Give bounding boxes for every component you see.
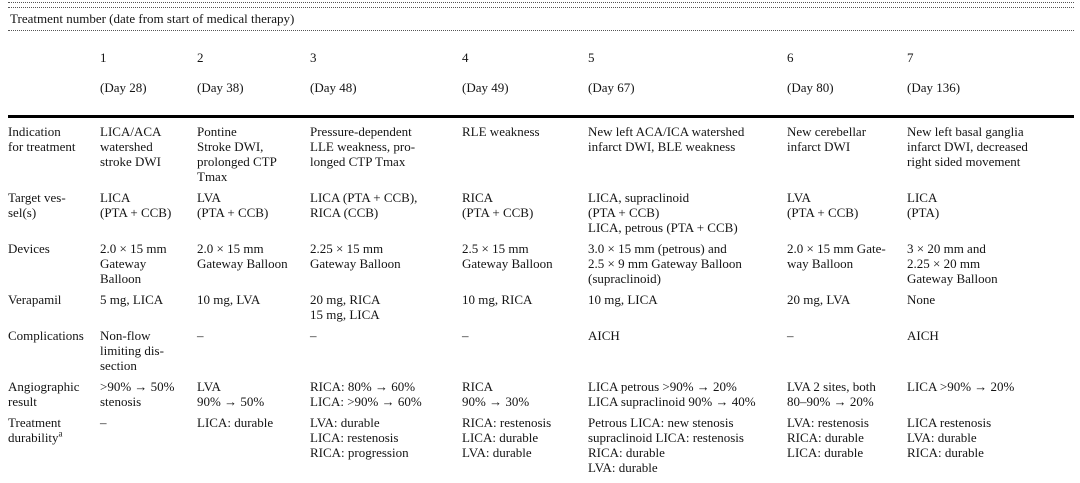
- table-cell: Petrous LICA: new stenosis supraclinoid …: [588, 415, 744, 475]
- table-spanner-header: Treatment number (date from start of med…: [8, 7, 1074, 31]
- table-cell: LVA: restenosis RICA: durable LICA: dura…: [787, 415, 869, 460]
- column-header: 6 (Day 80): [787, 31, 907, 115]
- table-cell: LVA 2 sites, both 80–90% → 20%: [787, 379, 876, 409]
- footnote-marker: a: [58, 428, 63, 439]
- table-cell: RICA: 80% → 60% LICA: >90% → 60%: [310, 379, 422, 409]
- table-cell: Pressure-dependent LLE weakness, pro- lo…: [310, 124, 416, 169]
- table-cell: LVA: durable LICA: restenosis RICA: prog…: [310, 415, 409, 460]
- table-cell: 2.0 × 15 mm Gateway Balloon: [197, 241, 288, 271]
- row-label: Complications: [8, 328, 84, 343]
- column-header: 3 (Day 48): [310, 31, 462, 115]
- table-row-indication: Indication for treatment LICA/ACA waters…: [8, 118, 1074, 184]
- table-cell: LICA restenosis LVA: durable RICA: durab…: [907, 415, 992, 460]
- row-label: Devices: [8, 241, 50, 256]
- table-cell: 10 mg, LICA: [588, 292, 658, 307]
- table-cell: LICA petrous >90% → 20% LICA supraclinoi…: [588, 379, 756, 409]
- row-label: Treatment durabilitya: [8, 409, 100, 475]
- treatment-number: 7: [907, 50, 914, 65]
- table-cell: LICA (PTA + CCB), RICA (CCB): [310, 190, 418, 220]
- table-row-target-vessels: Target ves- sel(s) LICA (PTA + CCB) LVA …: [8, 184, 1074, 235]
- treatment-number: 5: [588, 50, 595, 65]
- table-cell: 2.25 × 15 mm Gateway Balloon: [310, 241, 401, 271]
- row-label-header: [8, 31, 100, 115]
- table-cell: RICA: restenosis LICA: durable LVA: dura…: [462, 415, 552, 460]
- table-cell: RICA 90% → 30%: [462, 379, 530, 409]
- table-cell: –: [100, 415, 107, 430]
- table-cell: New left basal ganglia infarct DWI, decr…: [907, 124, 1028, 169]
- table-cell: LICA: durable: [197, 415, 274, 430]
- table-row-complications: Complications Non-flow limiting dis- sec…: [8, 322, 1074, 373]
- table-cell: LVA (PTA + CCB): [787, 190, 859, 220]
- table-cell: AICH: [588, 328, 620, 343]
- table-cell: 2.0 × 15 mm Gateway Balloon: [100, 241, 167, 286]
- table-cell: LVA (PTA + CCB): [197, 190, 269, 220]
- table-cell: –: [462, 328, 469, 343]
- table-cell: 5 mg, LICA: [100, 292, 164, 307]
- row-label: Target ves- sel(s): [8, 190, 66, 220]
- table-row-verapamil: Verapamil 5 mg, LICA 10 mg, LVA 20 mg, R…: [8, 286, 1074, 322]
- column-header: 7 (Day 136): [907, 31, 1067, 115]
- table-cell: 10 mg, LVA: [197, 292, 261, 307]
- table-cell: 20 mg, RICA 15 mg, LICA: [310, 292, 381, 322]
- table-cell: None: [907, 292, 936, 307]
- table-cell: Non-flow limiting dis- section: [100, 328, 164, 373]
- table-cell: New cerebellar infarct DWI: [787, 124, 867, 154]
- column-header: 5 (Day 67): [588, 31, 787, 115]
- table-cell: LICA/ACA watershed stroke DWI: [100, 124, 162, 169]
- cropped-top-rule: [8, 2, 1074, 7]
- table-cell: LICA >90% → 20%: [907, 379, 1015, 394]
- table-cell: 10 mg, RICA: [462, 292, 533, 307]
- table-cell: LICA (PTA + CCB): [100, 190, 172, 220]
- table-cell: LICA (PTA): [907, 190, 940, 220]
- treatment-day: (Day 136): [907, 80, 961, 95]
- row-label: Indication for treatment: [8, 124, 76, 154]
- column-header: 1 (Day 28): [100, 31, 197, 115]
- treatment-number: 2: [197, 50, 204, 65]
- table-row-devices: Devices 2.0 × 15 mm Gateway Balloon 2.0 …: [8, 235, 1074, 286]
- treatment-day: (Day 28): [100, 80, 147, 95]
- table-cell: –: [197, 328, 204, 343]
- treatment-number: 4: [462, 50, 469, 65]
- table-cell: RICA (PTA + CCB): [462, 190, 534, 220]
- table-cell: –: [310, 328, 317, 343]
- row-label-text: Treatment durability: [8, 415, 61, 445]
- row-label: Verapamil: [8, 292, 62, 307]
- column-header: 4 (Day 49): [462, 31, 588, 115]
- table-header-row: 1 (Day 28) 2 (Day 38) 3 (Day 48) 4 (Day …: [8, 31, 1074, 118]
- treatment-number: 3: [310, 50, 317, 65]
- table-cell: 2.0 × 15 mm Gate- way Balloon: [787, 241, 886, 271]
- table-cell: LVA 90% → 50%: [197, 379, 265, 409]
- table-cell: >90% → 50% stenosis: [100, 379, 175, 409]
- table-cell: 2.5 × 15 mm Gateway Balloon: [462, 241, 553, 271]
- treatment-number: 1: [100, 50, 107, 65]
- treatment-day: (Day 67): [588, 80, 635, 95]
- table-cell: Pontine Stroke DWI, prolonged CTP Tmax: [197, 124, 277, 184]
- treatment-day: (Day 38): [197, 80, 244, 95]
- table-cell: –: [787, 328, 794, 343]
- treatment-day: (Day 48): [310, 80, 357, 95]
- treatment-number: 6: [787, 50, 794, 65]
- column-header: 2 (Day 38): [197, 31, 310, 115]
- table-row-angiographic-result: Angiographic result >90% → 50% stenosis …: [8, 373, 1074, 409]
- table-cell: 3.0 × 15 mm (petrous) and 2.5 × 9 mm Gat…: [588, 241, 742, 286]
- table-cell: AICH: [907, 328, 939, 343]
- table-row-treatment-durability: Treatment durabilitya – LICA: durable LV…: [8, 409, 1074, 475]
- table-cell: RLE weakness: [462, 124, 540, 139]
- table-cell: 20 mg, LVA: [787, 292, 851, 307]
- treatment-day: (Day 49): [462, 80, 509, 95]
- table-cell: LICA, supraclinoid (PTA + CCB) LICA, pet…: [588, 190, 738, 235]
- row-label: Angiographic result: [8, 379, 80, 409]
- treatment-day: (Day 80): [787, 80, 834, 95]
- table-cell: New left ACA/ICA watershed infarct DWI, …: [588, 124, 745, 154]
- table-cell: 3 × 20 mm and 2.25 × 20 mm Gateway Ballo…: [907, 241, 998, 286]
